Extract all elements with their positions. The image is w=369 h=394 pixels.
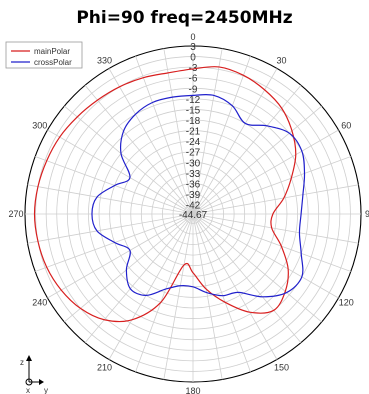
grid-spoke [64,213,194,323]
angle-tick-label: 30 [276,56,286,66]
grid-spoke [135,55,194,215]
radial-tick-label: -27 [186,148,201,159]
grid-spoke [192,213,251,373]
radial-tick-label: -9 [189,84,198,95]
legend: mainPolar crossPolar [5,41,83,69]
angle-tick-label: 240 [32,298,47,308]
radial-tick-label: 3 [190,42,196,53]
polar-grid [24,45,362,383]
grid-spoke [192,213,339,299]
grid-spoke [84,213,194,343]
grid-spoke [192,156,352,215]
grid-spoke [47,129,194,215]
grid-spoke [47,213,194,299]
radial-tick-label: -15 [186,105,201,116]
grid-spoke [192,184,359,215]
radial-tick-label: -6 [189,74,198,85]
grid-spoke [192,105,322,215]
chart-title: Phi=90 freq=2450MHz [76,8,293,28]
grid-spoke [84,85,194,215]
grid-spoke [192,68,278,215]
series-layer [33,66,306,323]
series-line-mainPolar [33,66,297,323]
angle-tick-label: 210 [97,362,112,372]
grid-spoke [192,213,352,272]
grid-spoke [108,213,194,360]
legend-entry: mainPolar [34,47,70,56]
grid-spoke [192,55,251,215]
radial-tick-label: -30 [186,158,201,169]
radial-tick-label: -33 [186,169,201,180]
angle-tick-label: 90 [365,209,369,219]
grid-spoke [192,213,322,323]
grid-spoke [108,68,194,215]
radial-tick-label: -36 [186,179,201,190]
angle-tick-labels: 0306090120150180210240270300330 [8,32,369,394]
grid-spoke [27,184,194,215]
radial-tick-label: -44.67 [179,210,208,221]
angle-tick-label: 120 [339,298,354,308]
legend-entry: crossPolar [34,58,72,67]
angle-tick-label: 150 [274,362,289,372]
corner-axis-y-label: y [44,386,48,394]
grid-spoke [192,129,339,215]
grid-spoke [192,85,302,215]
angle-tick-label: 330 [97,56,112,66]
radial-tick-label: -18 [186,116,201,127]
grid-spoke [163,48,194,215]
grid-spoke [135,213,194,373]
grid-spoke [192,213,302,343]
legend-box [5,41,83,69]
radial-tick-label: 0 [190,53,196,64]
corner-axis-z-label: z [20,358,24,367]
grid-spoke [163,213,194,380]
angle-tick-label: 60 [341,121,351,131]
angle-tick-label: 270 [8,209,23,219]
radial-tick-label: -12 [186,95,201,106]
grid-spoke [27,213,194,244]
grid-spoke [64,105,194,215]
radial-tick-label: -39 [186,190,201,201]
grid-spoke [192,213,278,360]
grid-spoke [192,48,223,215]
radial-tick-label: -42 [186,201,201,212]
grid-spoke [192,213,359,244]
radial-tick-label: -24 [186,137,201,148]
radial-tick-label: -21 [186,127,201,138]
series-line-crossPolar [91,93,306,298]
angle-tick-label: 0 [190,32,195,42]
grid-spoke [192,213,223,380]
angle-tick-label: 180 [185,386,200,394]
angle-tick-label: 300 [32,121,47,131]
corner-axis-x-label: x [26,386,30,394]
corner-axes-icon: z x y [20,355,48,394]
